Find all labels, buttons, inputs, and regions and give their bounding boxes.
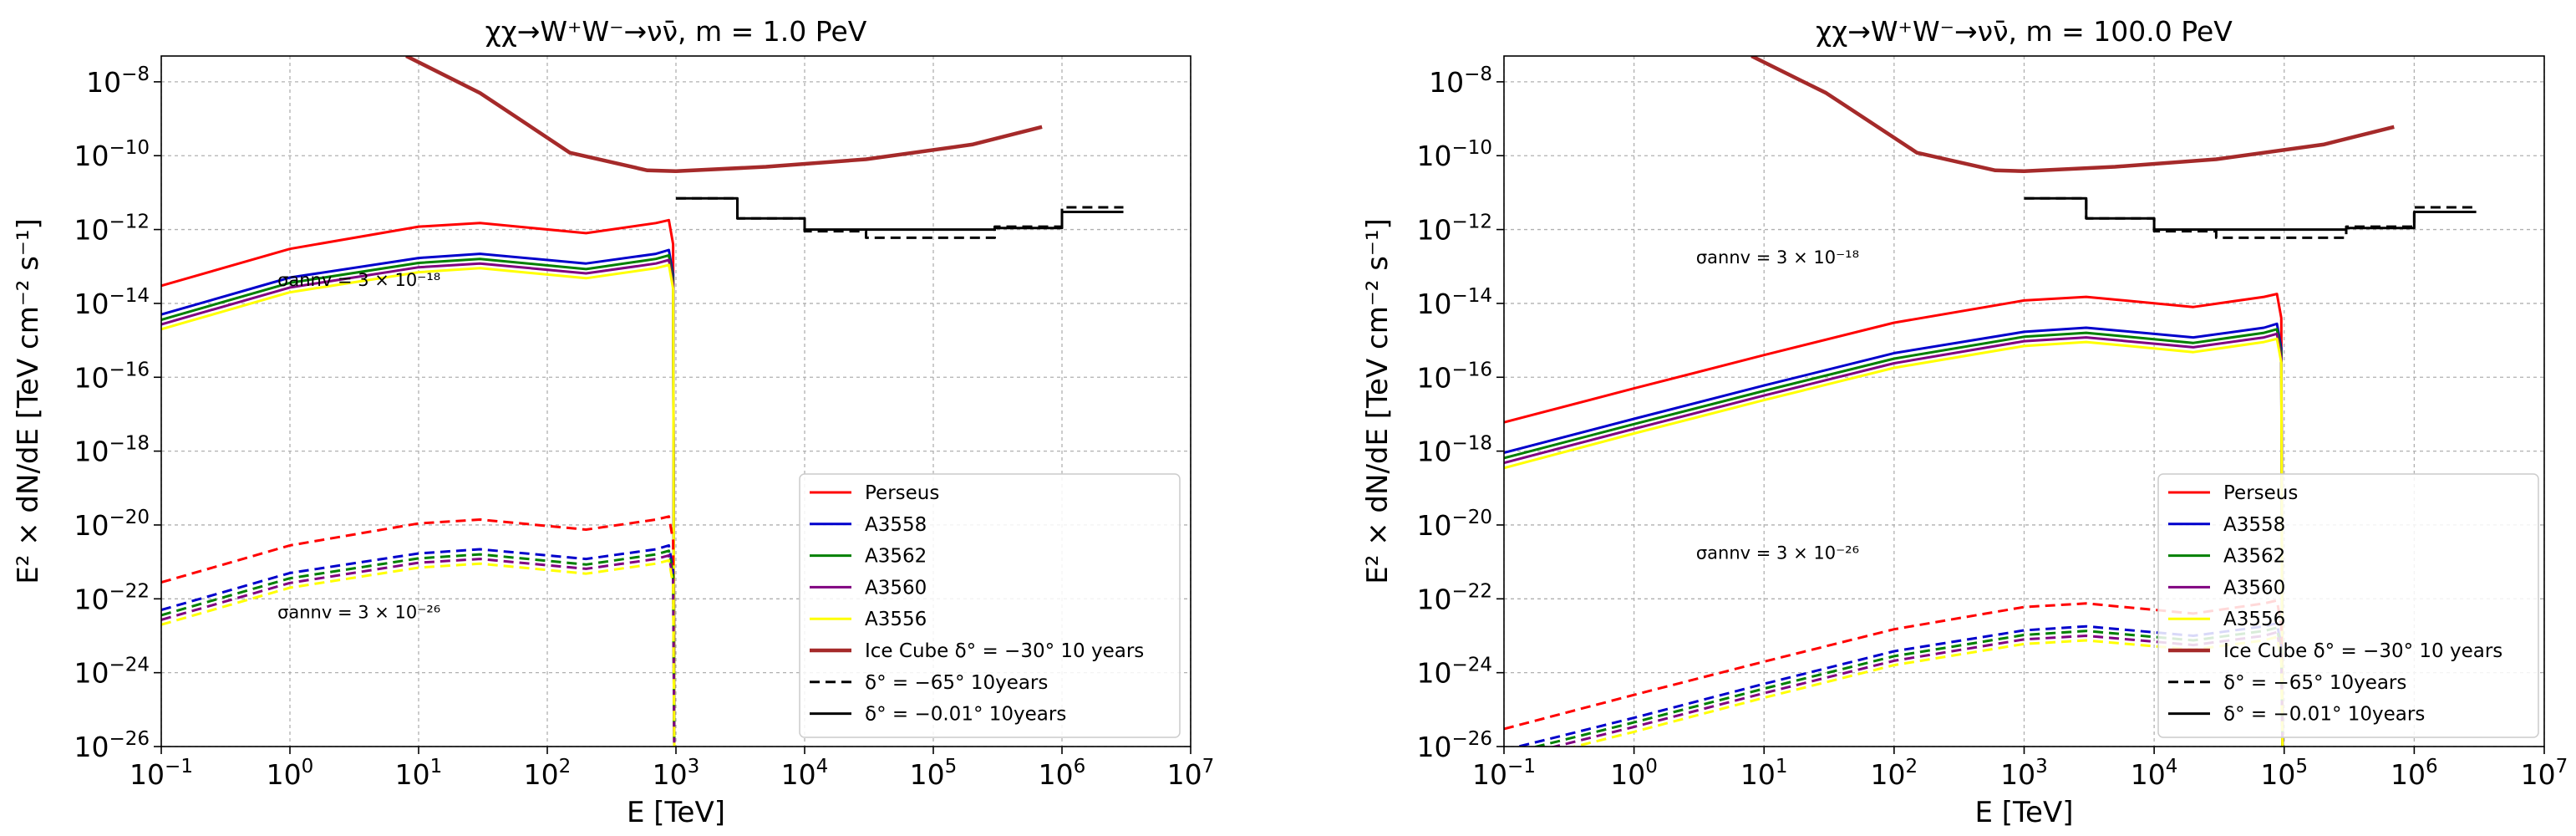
y-tick-label: 10−10: [74, 137, 150, 172]
y-tick-label: 10−24: [1416, 655, 1492, 690]
series-line--0-01-10years: [676, 196, 1124, 232]
series-group: [161, 56, 1124, 747]
y-tick-label: 10−8: [86, 64, 150, 99]
series-line-dashed-8: [161, 553, 676, 747]
y-tick-label: 10−22: [74, 580, 150, 615]
x-tick-label: 107: [1167, 756, 1215, 791]
chart-title: χχ→W⁺W⁻→νν̄, m = 100.0 PeV: [1816, 15, 2233, 48]
series-line--0-01-10years: [2024, 196, 2477, 232]
x-tick-label: 100: [1610, 756, 1658, 791]
legend-label: δ° = −0.01° 10years: [2223, 704, 2425, 726]
x-tick-label: 100: [267, 756, 314, 791]
y-tick-label: 10−14: [74, 285, 150, 320]
legend-label: δ° = −65° 10years: [2223, 672, 2406, 694]
y-tick-label: 10−16: [1416, 359, 1492, 394]
x-tick-label: 106: [2391, 756, 2438, 791]
series-line-a3558: [161, 248, 676, 747]
x-axis-label: E [TeV]: [1975, 796, 2074, 829]
legend-label: Ice Cube δ° = −30° 10 years: [865, 640, 1144, 662]
series-line-ice-cube-30-10-years: [1750, 56, 2395, 174]
y-tick-label: 10−12: [74, 212, 150, 247]
y-axis-label: E² × dN/dE [TeV cm⁻² s⁻¹]: [12, 218, 45, 584]
x-tick-label: 106: [1039, 756, 1086, 791]
y-tick-label: 10−26: [1416, 728, 1492, 763]
x-tick-label: 105: [2260, 756, 2308, 791]
annotation-text: σannv = 3 × 10⁻²⁶: [277, 602, 440, 622]
legend-label: Ice Cube δ° = −30° 10 years: [2223, 640, 2502, 662]
y-tick-label: 10−10: [1416, 137, 1492, 172]
x-tick-label: 10−1: [1472, 756, 1536, 791]
series-line-perseus: [1504, 293, 2284, 747]
annotation-text: σannv = 3 × 10⁻¹⁸: [1696, 247, 1859, 268]
legend-label: A3560: [865, 577, 927, 599]
y-tick-label: 10−22: [1416, 580, 1492, 615]
x-tick-label: 102: [1871, 756, 1918, 791]
legend-label: δ° = −65° 10years: [865, 672, 1048, 694]
y-tick-label: 10−24: [74, 655, 150, 690]
series-line-ice-cube-30-10-years: [405, 56, 1043, 174]
series-line--65-10years: [2024, 196, 2477, 239]
x-tick-label: 105: [910, 756, 958, 791]
y-tick-label: 10−12: [1416, 212, 1492, 247]
y-tick-label: 10−14: [1416, 285, 1492, 320]
legend-box: [2157, 473, 2539, 738]
legend-label: A3558: [865, 514, 927, 536]
x-tick-label: 103: [2000, 756, 2048, 791]
x-tick-label: 101: [1740, 756, 1788, 791]
chart-title: χχ→W⁺W⁻→νν̄, m = 1.0 PeV: [485, 15, 867, 48]
series-line--65-10years: [676, 196, 1124, 239]
x-tick-label: 107: [2521, 756, 2568, 791]
series-line-dashed-6: [161, 543, 676, 747]
annotation-text: σannv = 3 × 10⁻¹⁸: [277, 270, 440, 290]
x-tick-label: 102: [524, 756, 572, 791]
y-tick-label: 10−16: [74, 359, 150, 394]
legend-label: A3558: [2223, 514, 2285, 536]
legend-label: δ° = −0.01° 10years: [865, 704, 1066, 726]
y-tick-label: 10−18: [74, 433, 150, 468]
y-tick-label: 10−20: [1416, 507, 1492, 542]
y-tick-label: 10−26: [74, 728, 150, 763]
series-line-perseus: [161, 218, 676, 747]
legend-label: A3562: [865, 546, 927, 568]
legend: Perseus A3558 A3562 A3560 A3556 Ice Cube δ° =…: [799, 473, 1181, 738]
series-line-dashed-5: [161, 515, 676, 747]
legend-label: Perseus: [2223, 482, 2298, 504]
annotation-text: σannv = 3 × 10⁻²⁶: [1696, 543, 1859, 563]
series-line-dashed-7: [161, 549, 676, 747]
legend-label: A3560: [2223, 577, 2285, 599]
x-axis-label: E [TeV]: [627, 796, 725, 829]
series-line-dashed-9: [161, 558, 676, 747]
legend: Perseus A3558 A3562 A3560 A3556 Ice Cube δ° =…: [2157, 473, 2539, 738]
legend-label: Perseus: [865, 482, 939, 504]
x-tick-label: 104: [2131, 756, 2178, 791]
y-axis-label: E² × dN/dE [TeV cm⁻² s⁻¹]: [1361, 218, 1395, 584]
series-line-a3556: [161, 263, 676, 747]
chart-panel-2: 10−1 100 101 102 103 104 105 106 107 10−26 10−24 10…: [1361, 15, 2568, 829]
y-tick-label: 10−18: [1416, 433, 1492, 468]
legend-label: A3562: [2223, 546, 2285, 568]
legend-box: [799, 473, 1181, 738]
chart-panel-1: 10−1 100 101 102 103 104 105 106 107 10−26 10−24 10…: [12, 15, 1214, 829]
y-tick-label: 10−8: [1429, 64, 1492, 99]
series-line-a3556: [1504, 337, 2284, 747]
x-tick-label: 104: [781, 756, 829, 791]
legend-label: A3556: [2223, 609, 2285, 630]
x-tick-label: 103: [653, 756, 700, 791]
x-tick-label: 101: [395, 756, 443, 791]
x-tick-label: 10−1: [130, 756, 193, 791]
series-line-a3560: [161, 258, 676, 747]
y-tick-label: 10−20: [74, 507, 150, 542]
legend-label: A3556: [865, 609, 927, 630]
